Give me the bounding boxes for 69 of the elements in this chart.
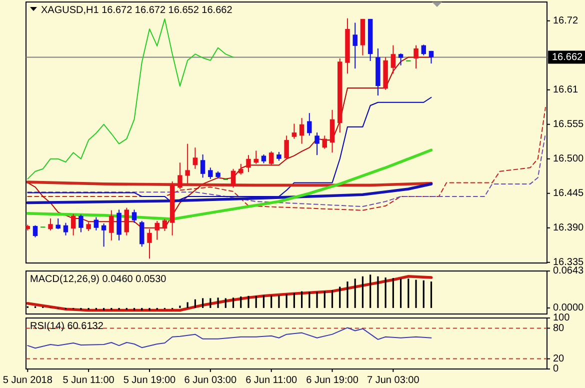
candlestick <box>200 154 206 178</box>
ref-line-label: 16.662 <box>552 52 584 63</box>
candlestick <box>94 216 99 231</box>
candlestick <box>101 222 106 248</box>
candlestick <box>78 214 84 233</box>
y-tick-label: 0 <box>553 364 559 375</box>
y-tick-label: 0.0643 <box>553 266 584 277</box>
candlestick <box>192 147 198 170</box>
candlestick <box>421 44 426 56</box>
x-tick-label: 7 Jun 03:00 <box>367 375 420 386</box>
candlestick <box>284 135 289 160</box>
candlestick <box>185 143 190 184</box>
x-tick-label: 6 Jun 19:00 <box>306 375 359 386</box>
candlestick <box>70 214 76 236</box>
x-tick-label: 5 Jun 2018 <box>2 375 53 386</box>
line-series <box>27 18 234 180</box>
candlestick <box>254 150 258 164</box>
line-series <box>27 106 546 211</box>
candlestick <box>56 218 60 230</box>
y-tick-label: 100 <box>553 312 570 324</box>
candlestick <box>352 22 358 70</box>
line-series <box>26 182 433 204</box>
y-tick-label: 16.72 <box>553 15 578 26</box>
candlestick <box>116 209 122 241</box>
candlestick <box>147 228 152 260</box>
x-tick-label: 6 Jun 03:00 <box>184 375 237 386</box>
chart-title: RSI(14) 60.6132 <box>30 321 104 332</box>
candlestick <box>292 123 297 140</box>
candlestick <box>398 52 404 66</box>
y-tick-label: 16.445 <box>553 188 584 199</box>
candlestick <box>162 218 168 232</box>
chart-title: XAGUSD,H1 16.672 16.672 16.652 16.662 <box>41 5 233 16</box>
candlestick <box>154 220 160 240</box>
x-tick-label: 6 Jun 11:00 <box>246 375 298 386</box>
candlestick <box>299 118 304 144</box>
line-series <box>26 148 433 220</box>
candlestick <box>314 132 320 156</box>
y-tick-label: 16.61 <box>553 84 578 96</box>
candlestick <box>140 220 144 248</box>
y-tick-label: 16.390 <box>553 222 584 234</box>
candlestick <box>132 209 137 224</box>
candlestick <box>428 50 434 64</box>
y-tick-label: 0.0000 <box>553 302 584 314</box>
line-series <box>27 133 546 208</box>
x-tick-label: 5 Jun 19:00 <box>123 375 176 386</box>
candlestick <box>48 218 53 231</box>
candlestick <box>246 154 251 173</box>
candlestick <box>208 167 213 180</box>
candlestick <box>32 224 38 238</box>
candlestick <box>63 222 68 236</box>
line-series <box>27 96 432 204</box>
candlestick <box>268 150 274 166</box>
y-tick-label: 20 <box>553 353 565 364</box>
candlestick <box>109 210 114 241</box>
candlestick <box>307 112 312 136</box>
y-tick-label: 16.555 <box>553 118 584 130</box>
candlestick <box>390 44 396 74</box>
candlestick <box>178 162 182 190</box>
candlestick <box>238 163 244 176</box>
chart-title: MACD(12,26,9) 0.0460 0.0530 <box>30 274 167 285</box>
y-tick-label: 80 <box>553 322 565 334</box>
candlestick <box>230 168 236 188</box>
y-tick-label: 16.500 <box>553 153 584 164</box>
x-tick-label: 5 Jun 11:00 <box>62 375 115 386</box>
candlestick <box>414 44 418 70</box>
candlestick <box>322 135 327 150</box>
candlestick <box>330 109 335 154</box>
candlestick <box>124 207 130 236</box>
line-series <box>26 274 433 312</box>
